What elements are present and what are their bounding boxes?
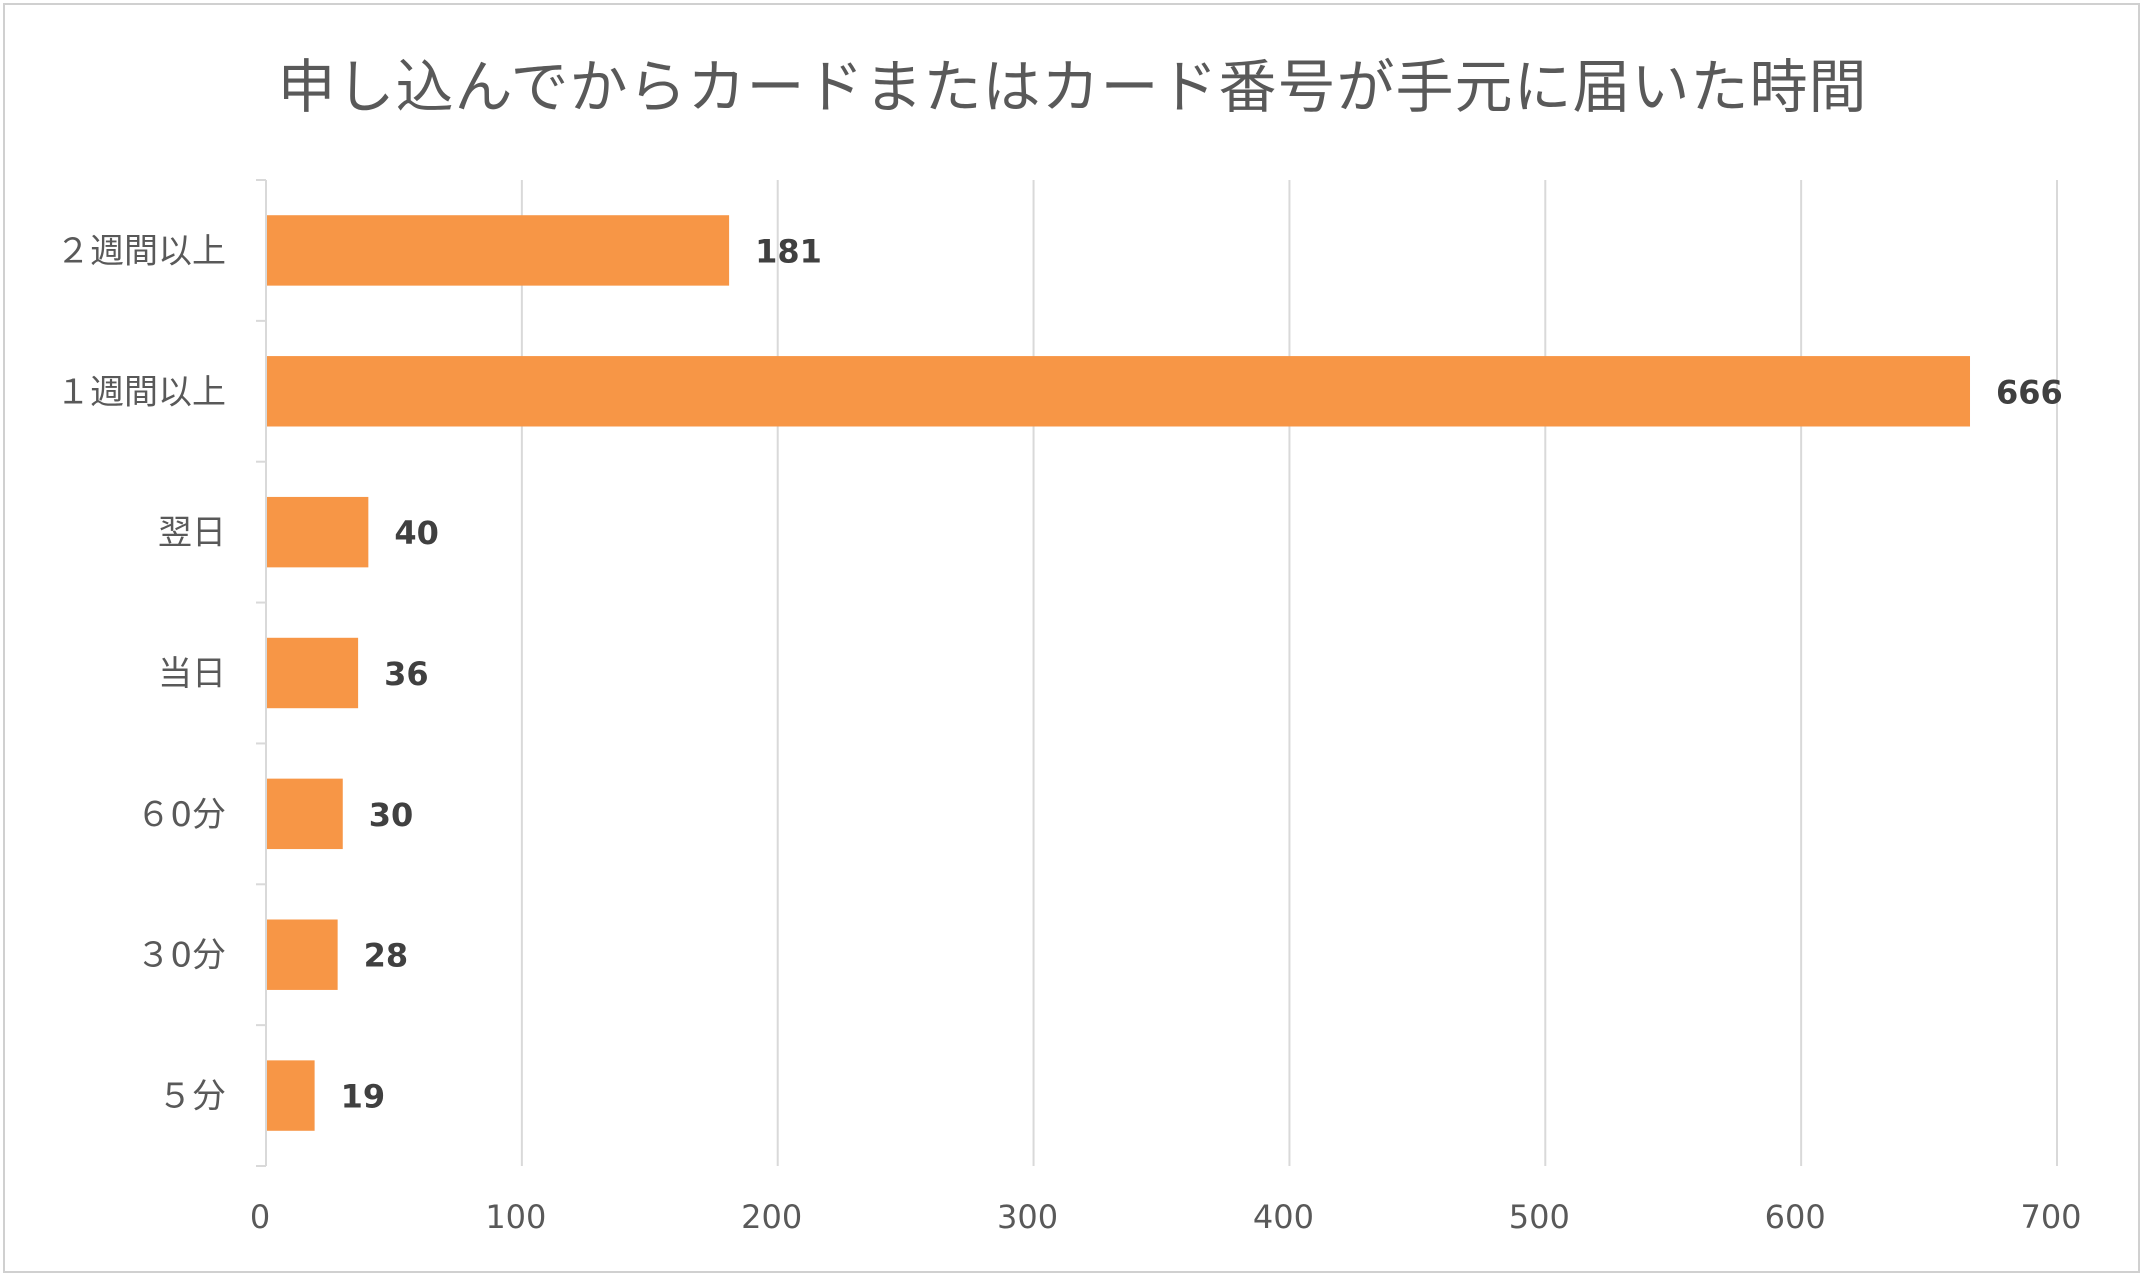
gridlines <box>520 180 2058 1166</box>
category-label: ６0分 <box>136 795 226 835</box>
category-label: 当日 <box>158 654 226 694</box>
chart-title: 申し込んでからカードまたはカード番号が手元に届いた時間 <box>277 53 1868 121</box>
chart-frame <box>3 3 2140 1273</box>
x-tick-label: 100 <box>485 1198 546 1236</box>
bar <box>267 919 338 990</box>
bar <box>267 637 359 709</box>
bar <box>267 496 369 568</box>
bars <box>267 215 1971 1131</box>
x-tick-label: 400 <box>1253 1198 1314 1236</box>
data-label: 28 <box>364 937 409 975</box>
x-tick-label: 700 <box>2020 1198 2081 1236</box>
data-label: 181 <box>755 232 822 270</box>
data-label: 36 <box>384 655 429 693</box>
data-label: 40 <box>394 514 439 552</box>
x-tick-label: 0 <box>250 1198 270 1236</box>
category-label: ５分 <box>158 1077 226 1117</box>
labels: 0 100 200 300 400 500 600 700 ２週間以上 181 １週間以上 666 翌日… <box>56 231 2082 1236</box>
category-label: ２週間以上 <box>56 231 226 271</box>
category-label: ３0分 <box>136 936 226 976</box>
x-tick-label: 500 <box>1509 1198 1570 1236</box>
x-tick-label: 600 <box>1765 1198 1826 1236</box>
bar <box>267 1060 315 1131</box>
category-axis <box>256 179 267 1167</box>
data-label: 30 <box>369 796 414 834</box>
bar <box>267 215 730 286</box>
bar <box>267 778 343 850</box>
bar <box>267 356 1971 427</box>
x-tick-label: 200 <box>741 1198 802 1236</box>
data-label: 19 <box>341 1078 386 1116</box>
x-tick-label: 300 <box>997 1198 1058 1236</box>
category-label: １週間以上 <box>56 372 226 412</box>
data-label: 666 <box>1996 373 2063 411</box>
category-label: 翌日 <box>158 513 226 553</box>
